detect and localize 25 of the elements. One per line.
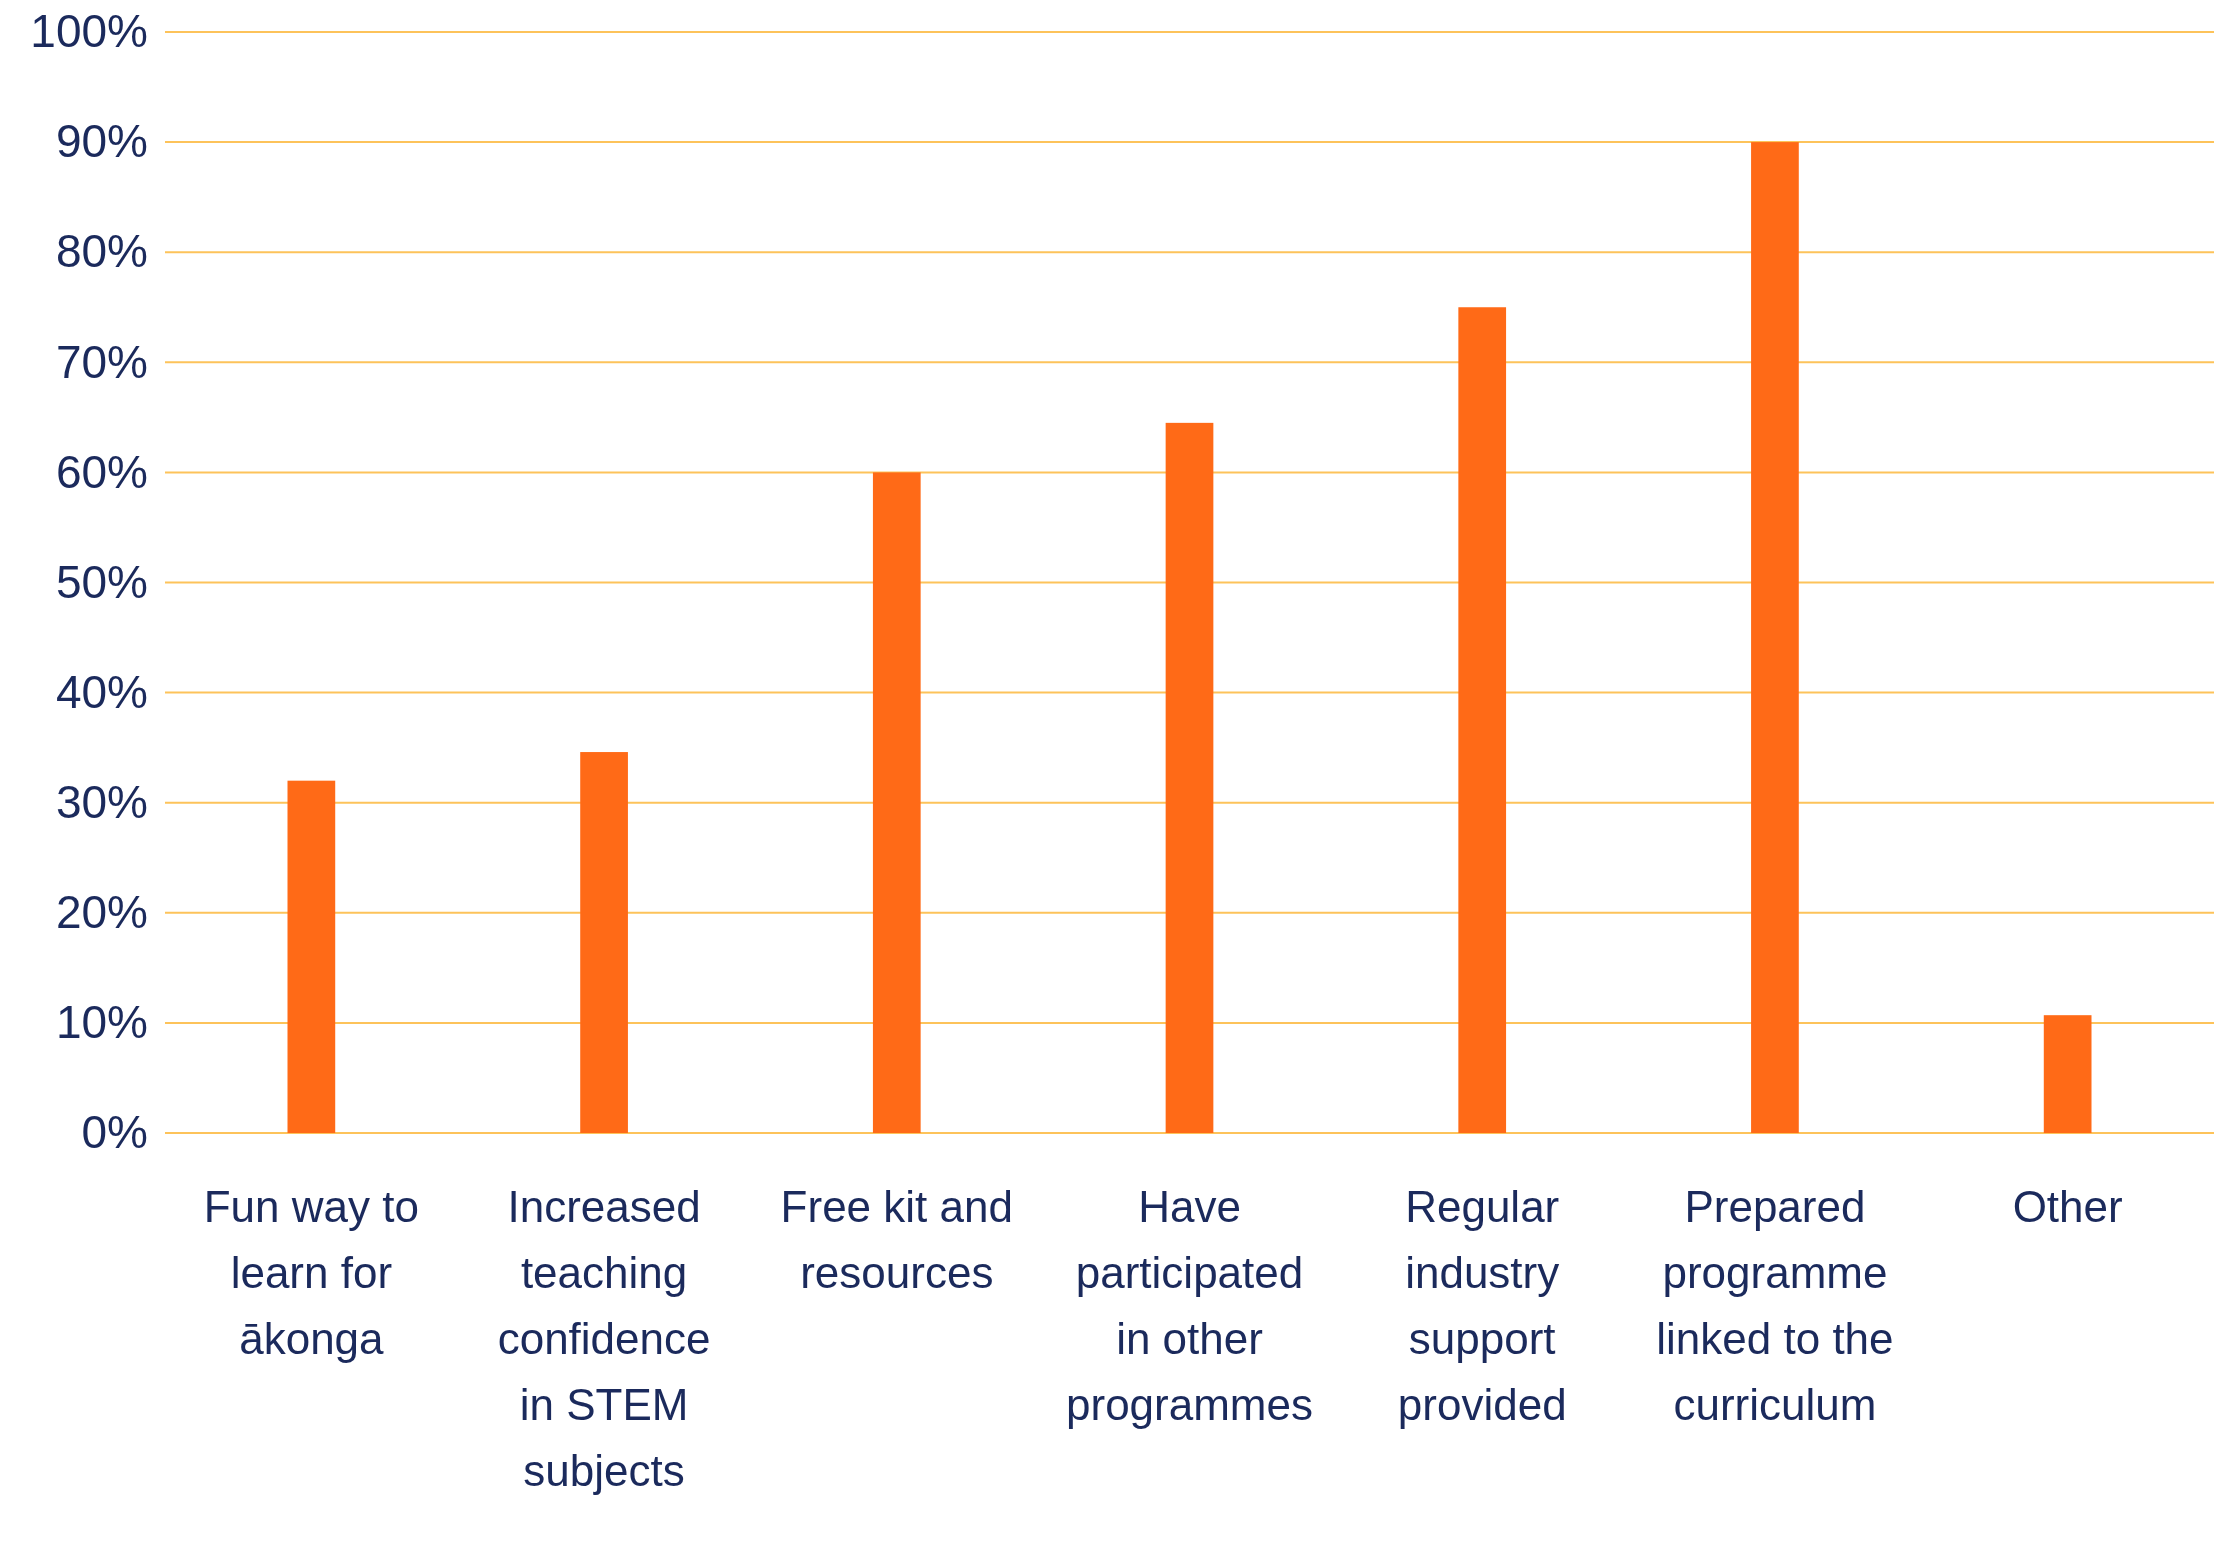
bar	[872, 472, 921, 1133]
y-tick-label: 40%	[55, 665, 148, 718]
bar	[1165, 422, 1214, 1133]
y-tick-label: 0%	[81, 1106, 148, 1159]
bar	[580, 752, 628, 1133]
bar	[1458, 307, 1507, 1133]
x-tick-label: Other	[2012, 1182, 2123, 1231]
x-tick-label: Fun way to learn for ākonga	[203, 1182, 419, 1363]
x-tick-label: Have participated in other programmes	[1066, 1182, 1313, 1429]
y-tick-label: 30%	[55, 775, 148, 828]
y-tick-label: 10%	[55, 996, 148, 1049]
y-tick-label: 70%	[55, 335, 148, 388]
bar	[1751, 142, 1799, 1133]
y-tick-label: 50%	[55, 555, 148, 608]
y-tick-label: 20%	[55, 886, 148, 939]
y-tick-label: 80%	[55, 225, 148, 278]
y-tick-label: 90%	[55, 115, 148, 168]
y-tick-label: 60%	[55, 445, 148, 498]
y-tick-label: 100%	[30, 5, 148, 58]
x-tick-label: Regular industry support provided	[1397, 1182, 1567, 1429]
x-tick-label: Free kit and resources	[780, 1182, 1013, 1297]
bar	[287, 780, 336, 1133]
x-tick-label: Increased teaching confidence in STEM subjects	[497, 1182, 711, 1495]
x-tick-label: Prepared programme linked to the curriculum	[1656, 1182, 1894, 1429]
bar	[2043, 1015, 2092, 1133]
